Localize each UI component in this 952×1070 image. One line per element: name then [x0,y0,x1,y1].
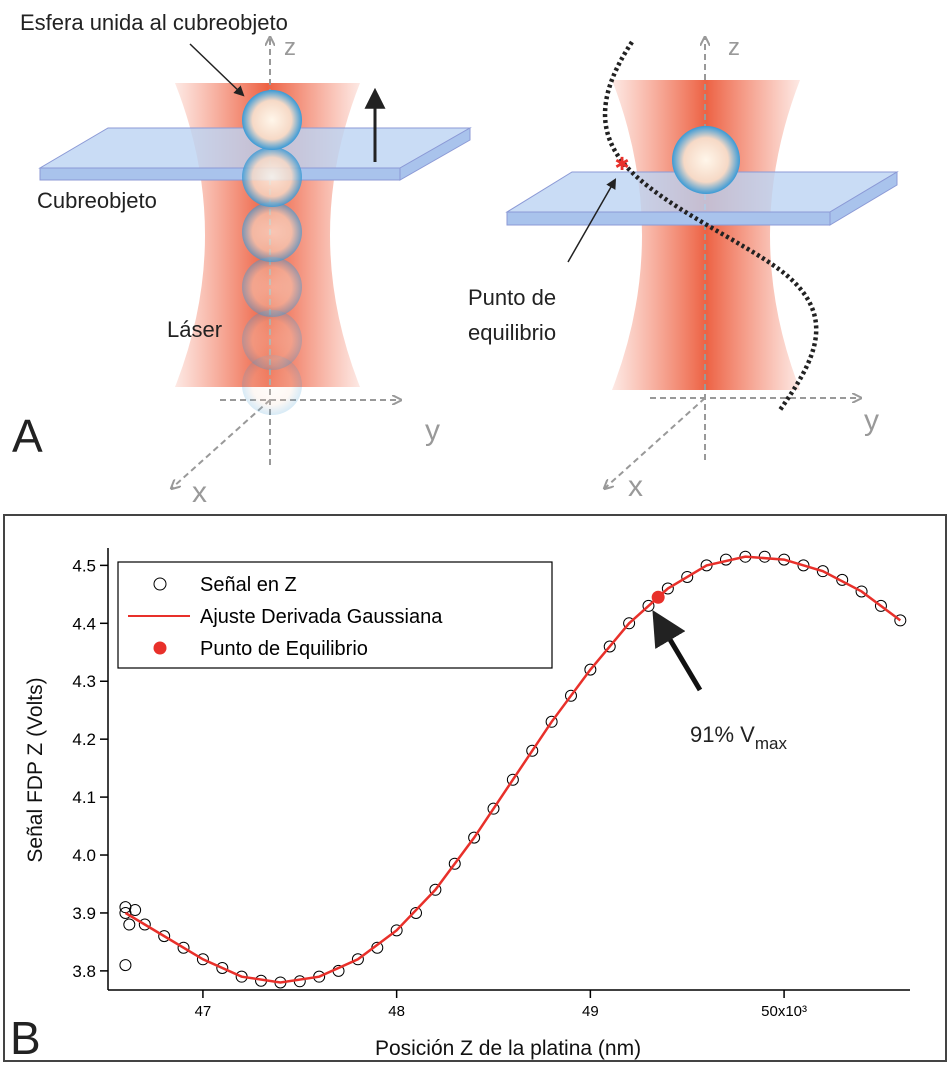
equilibrium-label: equilibrio [468,320,556,345]
data-point [661,582,674,595]
data-point [390,924,403,937]
data-point [410,906,423,919]
axis-label: z [728,34,740,61]
coverslip-side [399,127,471,181]
axis-label: y [425,414,440,447]
data-point [603,640,616,653]
coverslip-label: Cubreobjeto [37,188,157,213]
data-point [158,930,171,943]
x-axis [605,397,706,488]
data-point [816,565,829,578]
data-point [681,570,694,583]
chart: B Posición Z de la platina (nm) Señal FD… [10,548,910,1064]
data-point [129,904,142,917]
panel-label: A [12,410,43,462]
data-point [448,857,461,870]
data-point [642,599,655,612]
panel-frame [3,514,947,1062]
axis-label: x [192,476,207,509]
sphere [672,126,740,194]
data-point [545,715,558,728]
fit-line [124,555,902,984]
annotation: 91% Vmax [690,722,787,753]
y-axis-title: Señal FDP Z (Volts) [24,677,47,862]
sphere [242,147,302,207]
data-point [584,663,597,676]
y-tick-label: 4.3 [72,672,96,691]
sphere [242,355,302,415]
coverslip-side [829,171,898,226]
sphere [242,310,302,370]
y-tick-label: 4.1 [72,788,96,807]
y-tick-label: 3.9 [72,904,96,923]
data-point [119,959,132,972]
data-point [564,689,577,702]
data-point [855,585,868,598]
data-point [351,953,364,966]
panel-label: B [10,1012,41,1064]
coverslip-edge [39,167,401,181]
data-point [894,614,907,627]
legend-label: Ajuste Derivada Gaussiana [200,606,443,628]
sphere-label: Esfera unida al cubreobjeto [20,10,288,35]
axis-label: x [628,470,643,503]
coverslip-edge [506,211,831,226]
x-tick-label: 48 [388,1003,405,1020]
x-tick-label: 49 [582,1003,599,1020]
data-point [506,773,519,786]
annotation-arrow [652,609,703,692]
y-tick-label: 3.8 [72,962,96,981]
y-tick-label: 4.2 [72,730,96,749]
laser-label: Láser [167,317,222,342]
x-tick-label: 47 [195,1003,212,1020]
data-point [196,953,209,966]
data-point [836,573,849,586]
y-tick-label: 4.0 [72,846,96,865]
data-point [623,617,636,630]
legend-box [117,561,553,669]
equilibrium-point [651,590,665,604]
data-point [429,883,442,896]
pointer-arrow [567,178,617,263]
equilibrium-mark: ✱ [614,154,629,174]
data-point [177,941,190,954]
data-point [216,961,229,974]
equilibrium-label: Punto de [468,285,556,310]
panel-a-right: ✱ Punto de equilibrio z y x [468,34,899,503]
pointer-arrow [189,43,245,97]
legend-symbol [153,577,167,591]
sphere [242,257,302,317]
data-point [123,918,136,931]
annotation-sub: max [755,734,788,753]
annotation-text: 91% V [690,722,755,747]
legend-label: Señal en Z [200,574,297,596]
x-axis [172,399,271,488]
y-tick-label: 4.4 [72,614,96,633]
data-point [138,918,151,931]
legend-symbol [153,641,167,655]
panel-a-left: Esfera unida al cubreobjeto Cubreobjeto … [12,10,472,509]
potential-curve [602,40,819,412]
data-point [487,802,500,815]
data-point [797,559,810,572]
y-tick-label: 4.5 [72,556,96,575]
legend-label: Punto de Equilibrio [200,638,368,660]
data-point [468,831,481,844]
axis-label: z [284,34,296,61]
data-point [526,744,539,757]
axis-label: y [864,404,879,437]
x-tick-label: 50x10³ [761,1003,807,1020]
sphere [242,202,302,262]
x-axis-title: Posición Z de la platina (nm) [375,1037,641,1060]
data-point [874,599,887,612]
sphere [242,90,302,150]
